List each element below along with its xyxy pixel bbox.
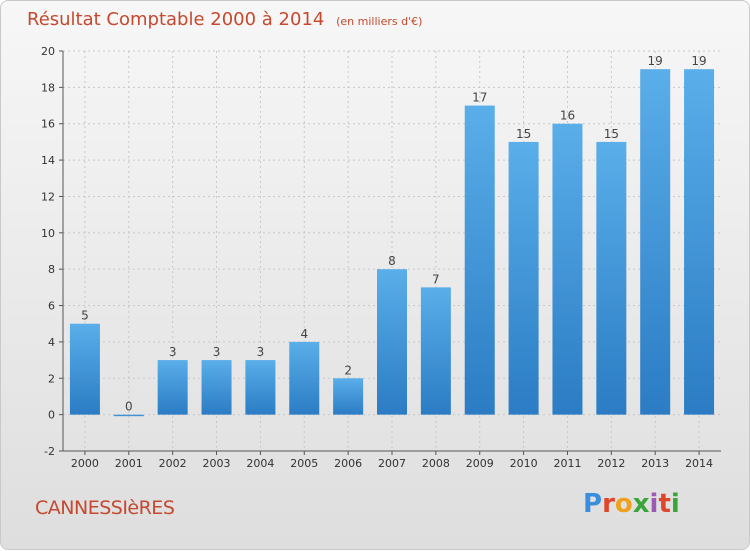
bar-2011 xyxy=(552,123,583,415)
x-tick-label-2013: 2013 xyxy=(641,457,669,470)
y-tick-label: 14 xyxy=(41,154,55,167)
x-tick-label-2004: 2004 xyxy=(246,457,274,470)
bars xyxy=(69,69,715,417)
x-tick-label-2008: 2008 xyxy=(422,457,450,470)
x-tick-label-2007: 2007 xyxy=(378,457,406,470)
y-tick-label: 4 xyxy=(48,336,55,349)
bar-2014 xyxy=(684,69,715,415)
bar-2000 xyxy=(69,323,100,415)
x-tick-label-2002: 2002 xyxy=(159,457,187,470)
logo-letter: x xyxy=(632,489,650,519)
value-label-2007: 8 xyxy=(388,254,396,268)
y-tick-label: 6 xyxy=(48,300,55,313)
bar-2013 xyxy=(640,69,671,415)
logo-letter: P xyxy=(583,489,603,519)
value-label-2012: 15 xyxy=(604,127,619,141)
logo-letter: o xyxy=(614,489,633,519)
y-tick-label: 2 xyxy=(48,372,55,385)
chart-subtitle: (en milliers d'€) xyxy=(336,15,423,28)
x-tick-label-2005: 2005 xyxy=(290,457,318,470)
value-label-2000: 5 xyxy=(81,309,89,323)
chart-title-text: Résultat Comptable 2000 à 2014 xyxy=(27,9,325,30)
bar-2001 xyxy=(113,414,144,417)
y-tick-label: 16 xyxy=(41,118,55,131)
logo-letter: t xyxy=(658,489,671,519)
bar-2008 xyxy=(420,287,451,415)
bar-2004 xyxy=(245,360,276,415)
bar-2012 xyxy=(596,141,627,415)
x-tick-label-2011: 2011 xyxy=(553,457,581,470)
value-label-2004: 3 xyxy=(257,345,265,359)
value-label-2009: 17 xyxy=(472,91,487,105)
y-tick-label: 8 xyxy=(48,263,55,276)
x-tick-label-2006: 2006 xyxy=(334,457,362,470)
bar-2003 xyxy=(201,360,232,415)
y-tick-label: 10 xyxy=(41,227,55,240)
bar-2010 xyxy=(508,141,539,415)
bar-2002 xyxy=(157,360,188,415)
value-label-2002: 3 xyxy=(169,345,177,359)
bar-2009 xyxy=(464,105,495,415)
x-tick-label-2001: 2001 xyxy=(115,457,143,470)
x-tick-label-2003: 2003 xyxy=(203,457,231,470)
chart-title: Résultat Comptable 2000 à 2014 (en milli… xyxy=(27,9,422,30)
bar-2007 xyxy=(377,269,407,415)
value-label-2003: 3 xyxy=(213,345,221,359)
y-tick-label: 18 xyxy=(41,81,55,94)
x-tick-label-2009: 2009 xyxy=(466,457,494,470)
value-label-2008: 7 xyxy=(432,272,440,286)
value-label-2011: 16 xyxy=(560,109,575,123)
value-label-2006: 2 xyxy=(344,363,352,377)
value-labels: 5 0 3 3 3 4 2 8 7 17 15 16 15 19 19 xyxy=(81,54,707,413)
logo-letter: r xyxy=(602,489,615,519)
x-tick-label-2000: 2000 xyxy=(71,457,99,470)
value-label-2010: 15 xyxy=(516,127,531,141)
proxiti-logo: Proxiti xyxy=(583,489,680,519)
x-tick-label-2010: 2010 xyxy=(510,457,538,470)
y-tick-label: 20 xyxy=(41,45,55,58)
y-tick-label: -2 xyxy=(44,445,55,458)
value-label-2001: 0 xyxy=(125,400,133,414)
y-tick-label: 12 xyxy=(41,190,55,203)
bar-2005 xyxy=(289,341,320,415)
x-tick-label-2014: 2014 xyxy=(685,457,713,470)
logo-letter: i xyxy=(670,489,680,519)
value-label-2014: 19 xyxy=(691,54,706,68)
x-tick-label-2012: 2012 xyxy=(597,457,625,470)
bar-2006 xyxy=(333,378,364,415)
y-tick-label: 0 xyxy=(48,409,55,422)
value-label-2005: 4 xyxy=(300,327,308,341)
value-label-2013: 19 xyxy=(648,54,663,68)
logo-letter: i xyxy=(649,489,659,519)
commune-name: CANNESSIèRES xyxy=(35,497,175,519)
